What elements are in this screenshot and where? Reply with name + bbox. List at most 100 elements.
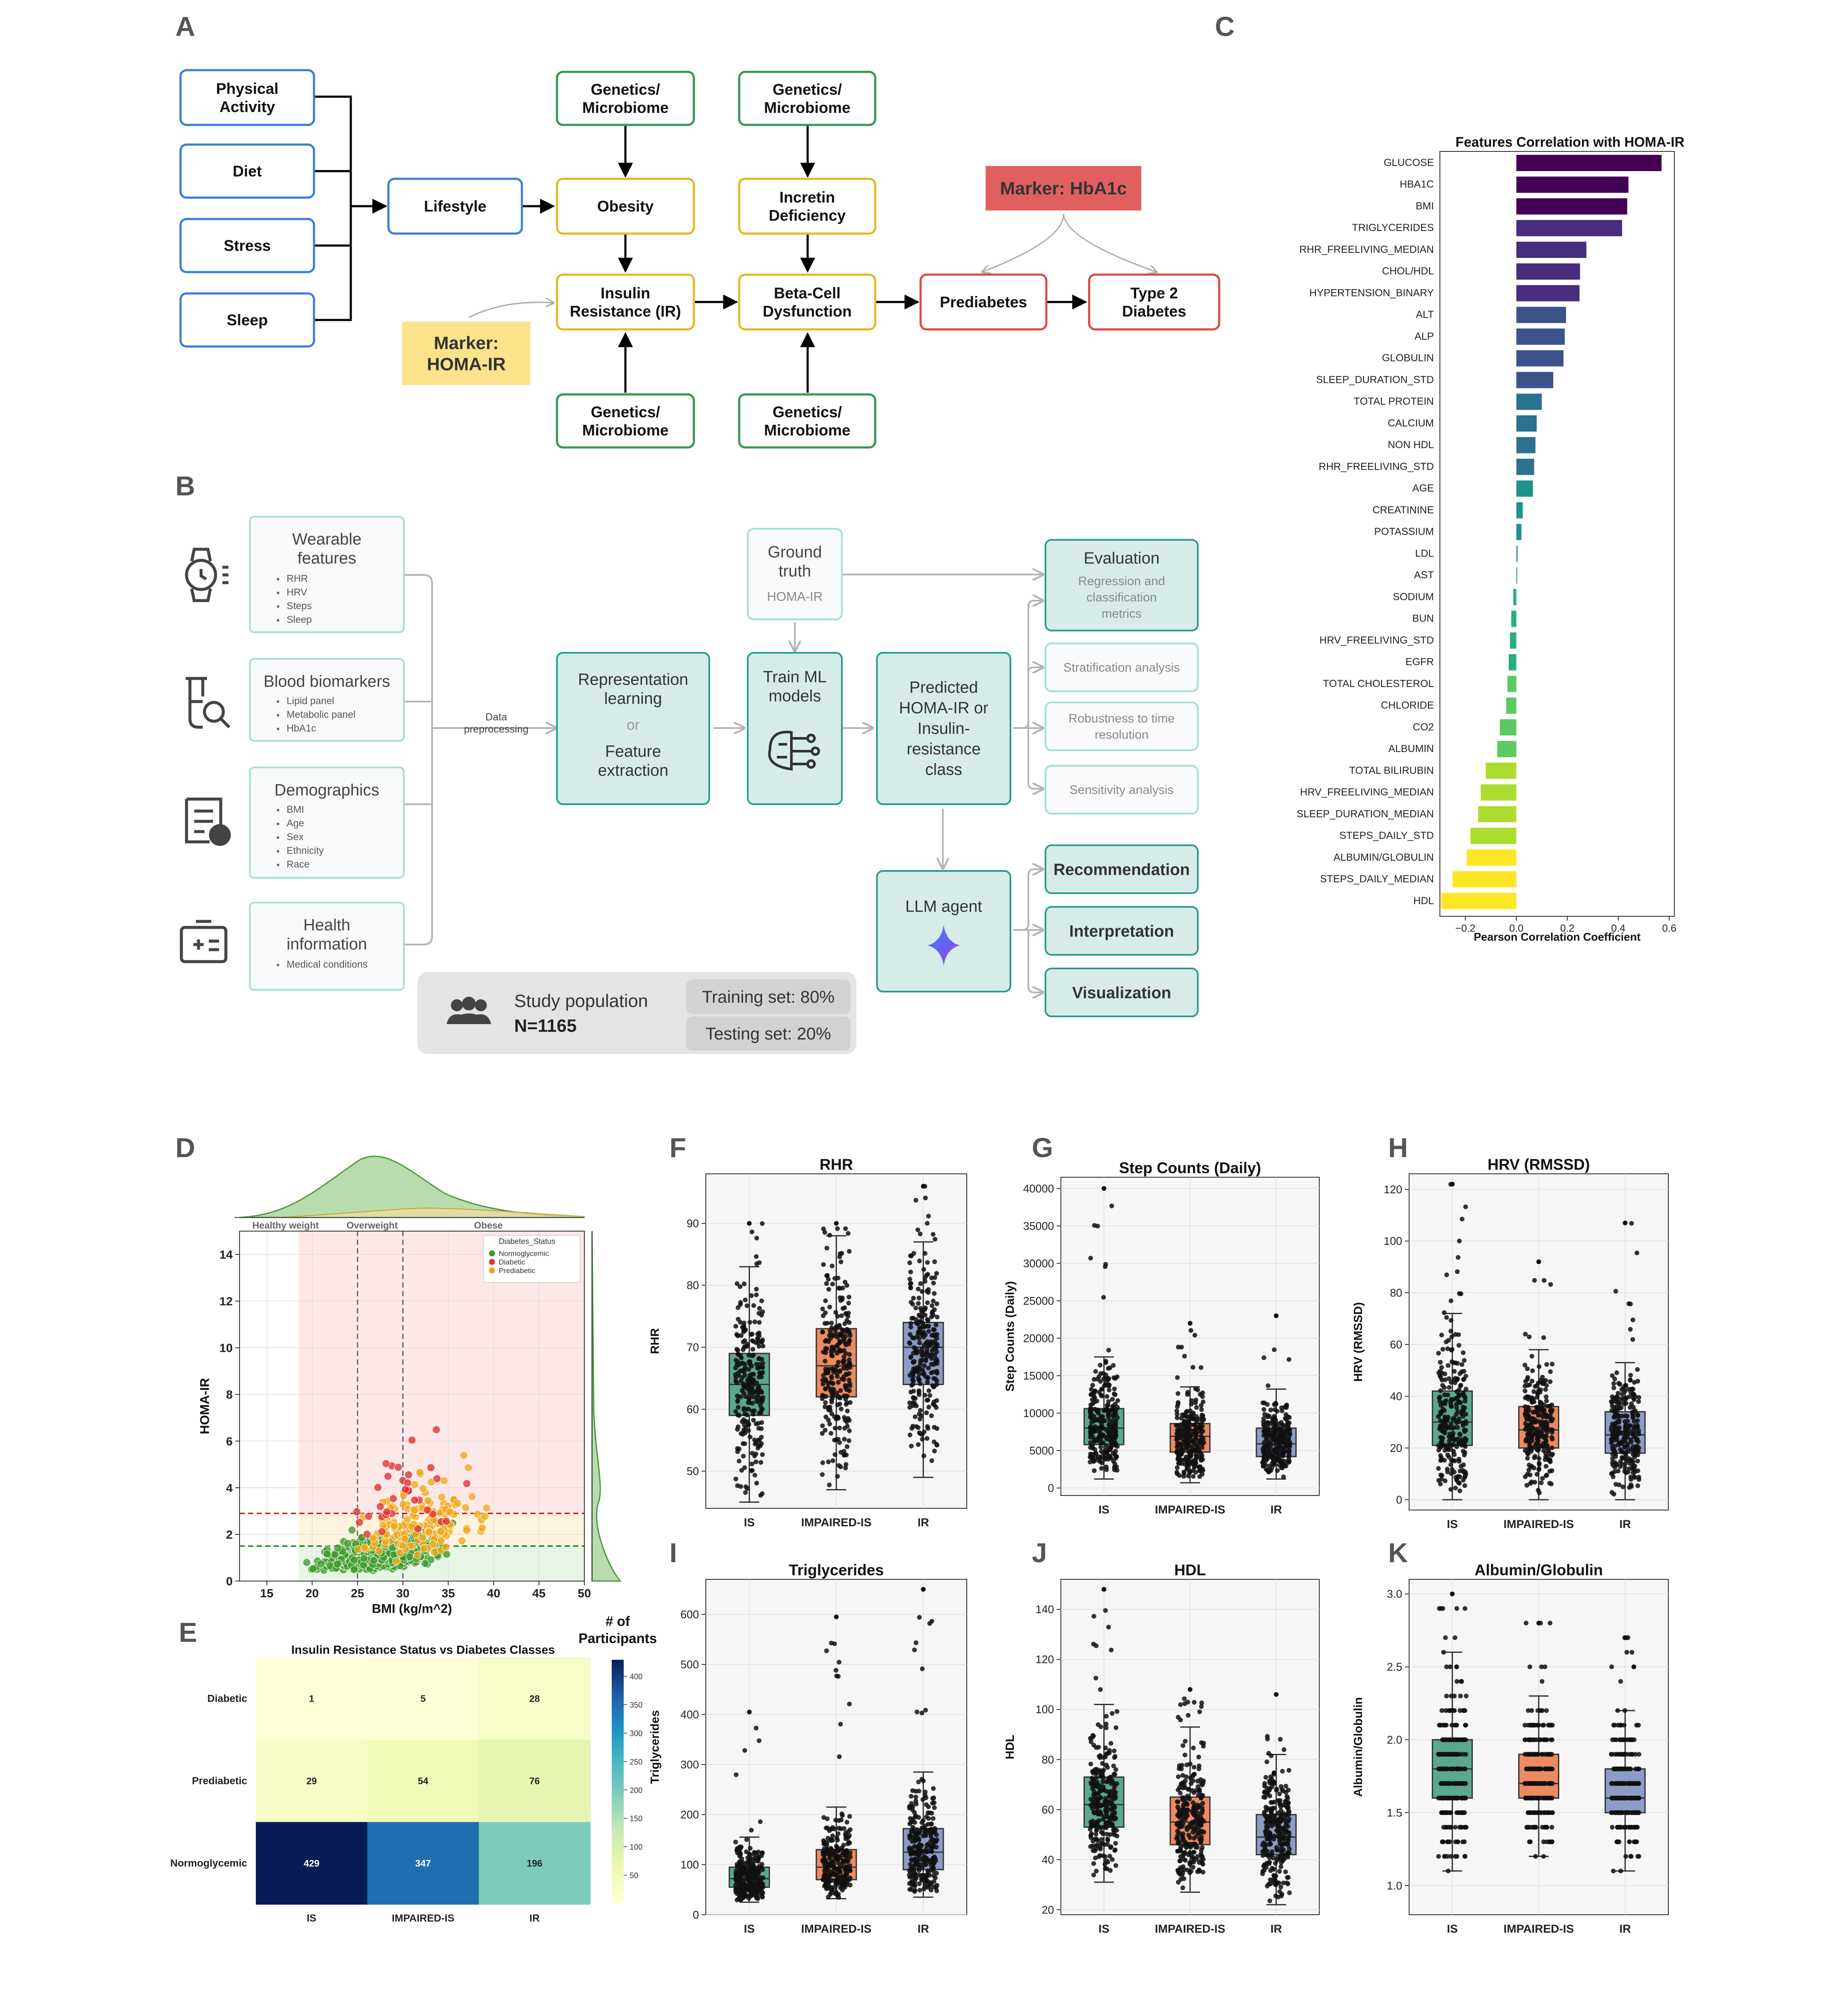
output-label-0: Recommendation bbox=[1054, 861, 1190, 879]
stress-box-label-line: Stress bbox=[224, 237, 271, 255]
data-point bbox=[917, 1848, 922, 1853]
data-point bbox=[1281, 1474, 1286, 1479]
category-label: IMPAIRED-IS bbox=[801, 1922, 872, 1935]
data-point bbox=[1549, 1418, 1555, 1424]
tick-label: 40 bbox=[487, 1587, 500, 1600]
data-point bbox=[749, 1461, 755, 1466]
data-point bbox=[1617, 1425, 1622, 1430]
data-point bbox=[822, 1869, 827, 1874]
tick-label: 70 bbox=[687, 1341, 699, 1353]
scatter-point bbox=[458, 1537, 466, 1545]
data-point bbox=[924, 1355, 930, 1360]
data-point bbox=[1450, 1426, 1455, 1431]
data-point bbox=[845, 1314, 850, 1319]
data-point bbox=[1111, 1413, 1116, 1418]
train-label: Train ML models bbox=[763, 668, 827, 705]
data-point bbox=[1107, 1387, 1112, 1392]
legend-swatch bbox=[489, 1250, 495, 1256]
data-point bbox=[1442, 1385, 1447, 1390]
data-point bbox=[1199, 1458, 1204, 1463]
category-label: SODIUM bbox=[1393, 591, 1434, 603]
data-point bbox=[1527, 1427, 1532, 1433]
data-point bbox=[733, 1409, 738, 1414]
genetics-box-2 bbox=[738, 71, 877, 126]
tick-label: 0 bbox=[226, 1575, 233, 1588]
data-point bbox=[1622, 1419, 1627, 1424]
data-point bbox=[835, 1854, 841, 1859]
data-point bbox=[1114, 1709, 1119, 1714]
data-point bbox=[1185, 1418, 1191, 1424]
person-head bbox=[475, 999, 487, 1011]
data-point bbox=[1525, 1456, 1530, 1461]
data-point bbox=[1109, 1441, 1114, 1446]
data-point bbox=[757, 1410, 762, 1416]
data-point bbox=[1526, 1468, 1531, 1473]
data-point bbox=[741, 1385, 746, 1390]
tick-label: 0 bbox=[693, 1908, 699, 1921]
beta-cell-box bbox=[738, 273, 877, 331]
y-axis-label-line: RHR bbox=[648, 1328, 661, 1354]
panel-letter-h: H bbox=[1388, 1132, 1408, 1163]
data-point bbox=[821, 1226, 826, 1232]
data-point bbox=[1092, 1848, 1097, 1854]
data-point bbox=[820, 1472, 825, 1477]
data-point bbox=[1198, 1392, 1203, 1397]
data-point bbox=[910, 1804, 915, 1809]
data-point bbox=[1271, 1437, 1276, 1442]
data-point bbox=[1447, 1431, 1452, 1436]
marker-hba1c-box bbox=[986, 166, 1141, 210]
data-point bbox=[1623, 1423, 1628, 1428]
data-point bbox=[923, 1374, 928, 1379]
data-point bbox=[1088, 1256, 1093, 1261]
tick-label: 14 bbox=[219, 1248, 233, 1262]
data-point bbox=[1636, 1399, 1641, 1404]
data-point bbox=[1113, 1863, 1118, 1868]
tick-label: 12 bbox=[219, 1295, 233, 1308]
bar bbox=[1516, 394, 1542, 410]
legend-title: Diabetes_Status bbox=[499, 1237, 555, 1246]
data-point bbox=[918, 1281, 923, 1286]
tick-label: 500 bbox=[681, 1658, 699, 1671]
data-point bbox=[756, 1738, 761, 1743]
data-point bbox=[734, 1347, 739, 1352]
category-label: CO2 bbox=[1413, 721, 1434, 733]
data-point bbox=[1273, 1442, 1278, 1447]
data-point bbox=[838, 1722, 843, 1727]
data-point bbox=[1625, 1414, 1630, 1419]
output-label-2-line: Visualization bbox=[1072, 984, 1171, 1002]
data-point bbox=[743, 1490, 748, 1495]
predicted-label-line: resistance bbox=[906, 740, 980, 758]
tick-label: 10000 bbox=[1023, 1407, 1054, 1419]
data-point bbox=[1537, 1389, 1543, 1395]
data-point bbox=[1438, 1360, 1443, 1365]
data-point bbox=[910, 1846, 915, 1851]
testing-set-label: Testing set: 20% bbox=[705, 1025, 831, 1043]
data-point bbox=[831, 1367, 836, 1372]
data-point bbox=[1272, 1407, 1277, 1412]
data-point bbox=[1439, 1473, 1445, 1478]
data-point bbox=[1536, 1488, 1541, 1493]
data-point bbox=[1287, 1450, 1292, 1455]
data-point bbox=[761, 1875, 766, 1880]
stress-box bbox=[179, 218, 315, 273]
training-set-label-line: Training set: 80% bbox=[702, 988, 835, 1007]
data-point bbox=[1184, 1410, 1189, 1415]
data-point bbox=[1104, 1825, 1109, 1830]
magnifier-lens bbox=[203, 701, 225, 723]
data-point bbox=[911, 1296, 916, 1301]
data-point bbox=[1457, 1474, 1463, 1479]
bullet bbox=[277, 964, 279, 966]
data-point bbox=[1445, 1466, 1450, 1472]
data-point bbox=[931, 1786, 936, 1791]
data-point bbox=[923, 1195, 928, 1200]
data-point bbox=[932, 1805, 937, 1810]
y-axis-label-line: HOMA-IR bbox=[198, 1378, 212, 1434]
output-label-2: Visualization bbox=[1072, 984, 1171, 1002]
data-point bbox=[923, 1708, 928, 1713]
data-point bbox=[735, 1399, 740, 1404]
data-point bbox=[749, 1229, 755, 1235]
predicted-label-line: HOMA-IR or bbox=[899, 699, 989, 717]
data-point bbox=[1629, 1439, 1634, 1445]
data-point bbox=[757, 1320, 762, 1325]
data-point bbox=[1187, 1470, 1192, 1475]
